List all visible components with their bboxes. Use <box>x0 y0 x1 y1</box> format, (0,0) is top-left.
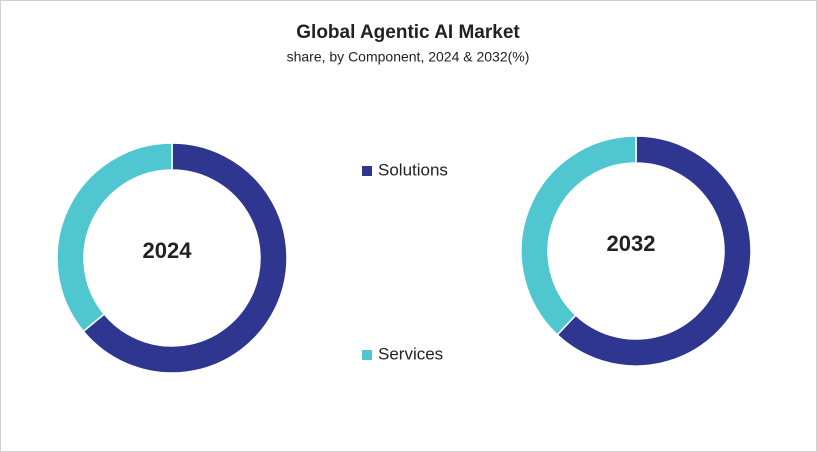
legend-swatch <box>362 350 372 360</box>
legend-swatch <box>362 166 372 176</box>
center-label: 2024 <box>143 238 193 263</box>
legend-label: Services <box>378 344 443 363</box>
chart-subtitle: share, by Component, 2024 & 2032(%) <box>287 49 530 65</box>
center-label: 2032 <box>607 231 656 256</box>
donut-slice <box>82 142 288 374</box>
chart-title: Global Agentic AI Market <box>296 22 520 43</box>
donut-slice <box>520 135 637 336</box>
donut-slice <box>556 135 752 367</box>
donut-slice <box>56 142 173 333</box>
legend-label: Solutions <box>378 160 448 179</box>
